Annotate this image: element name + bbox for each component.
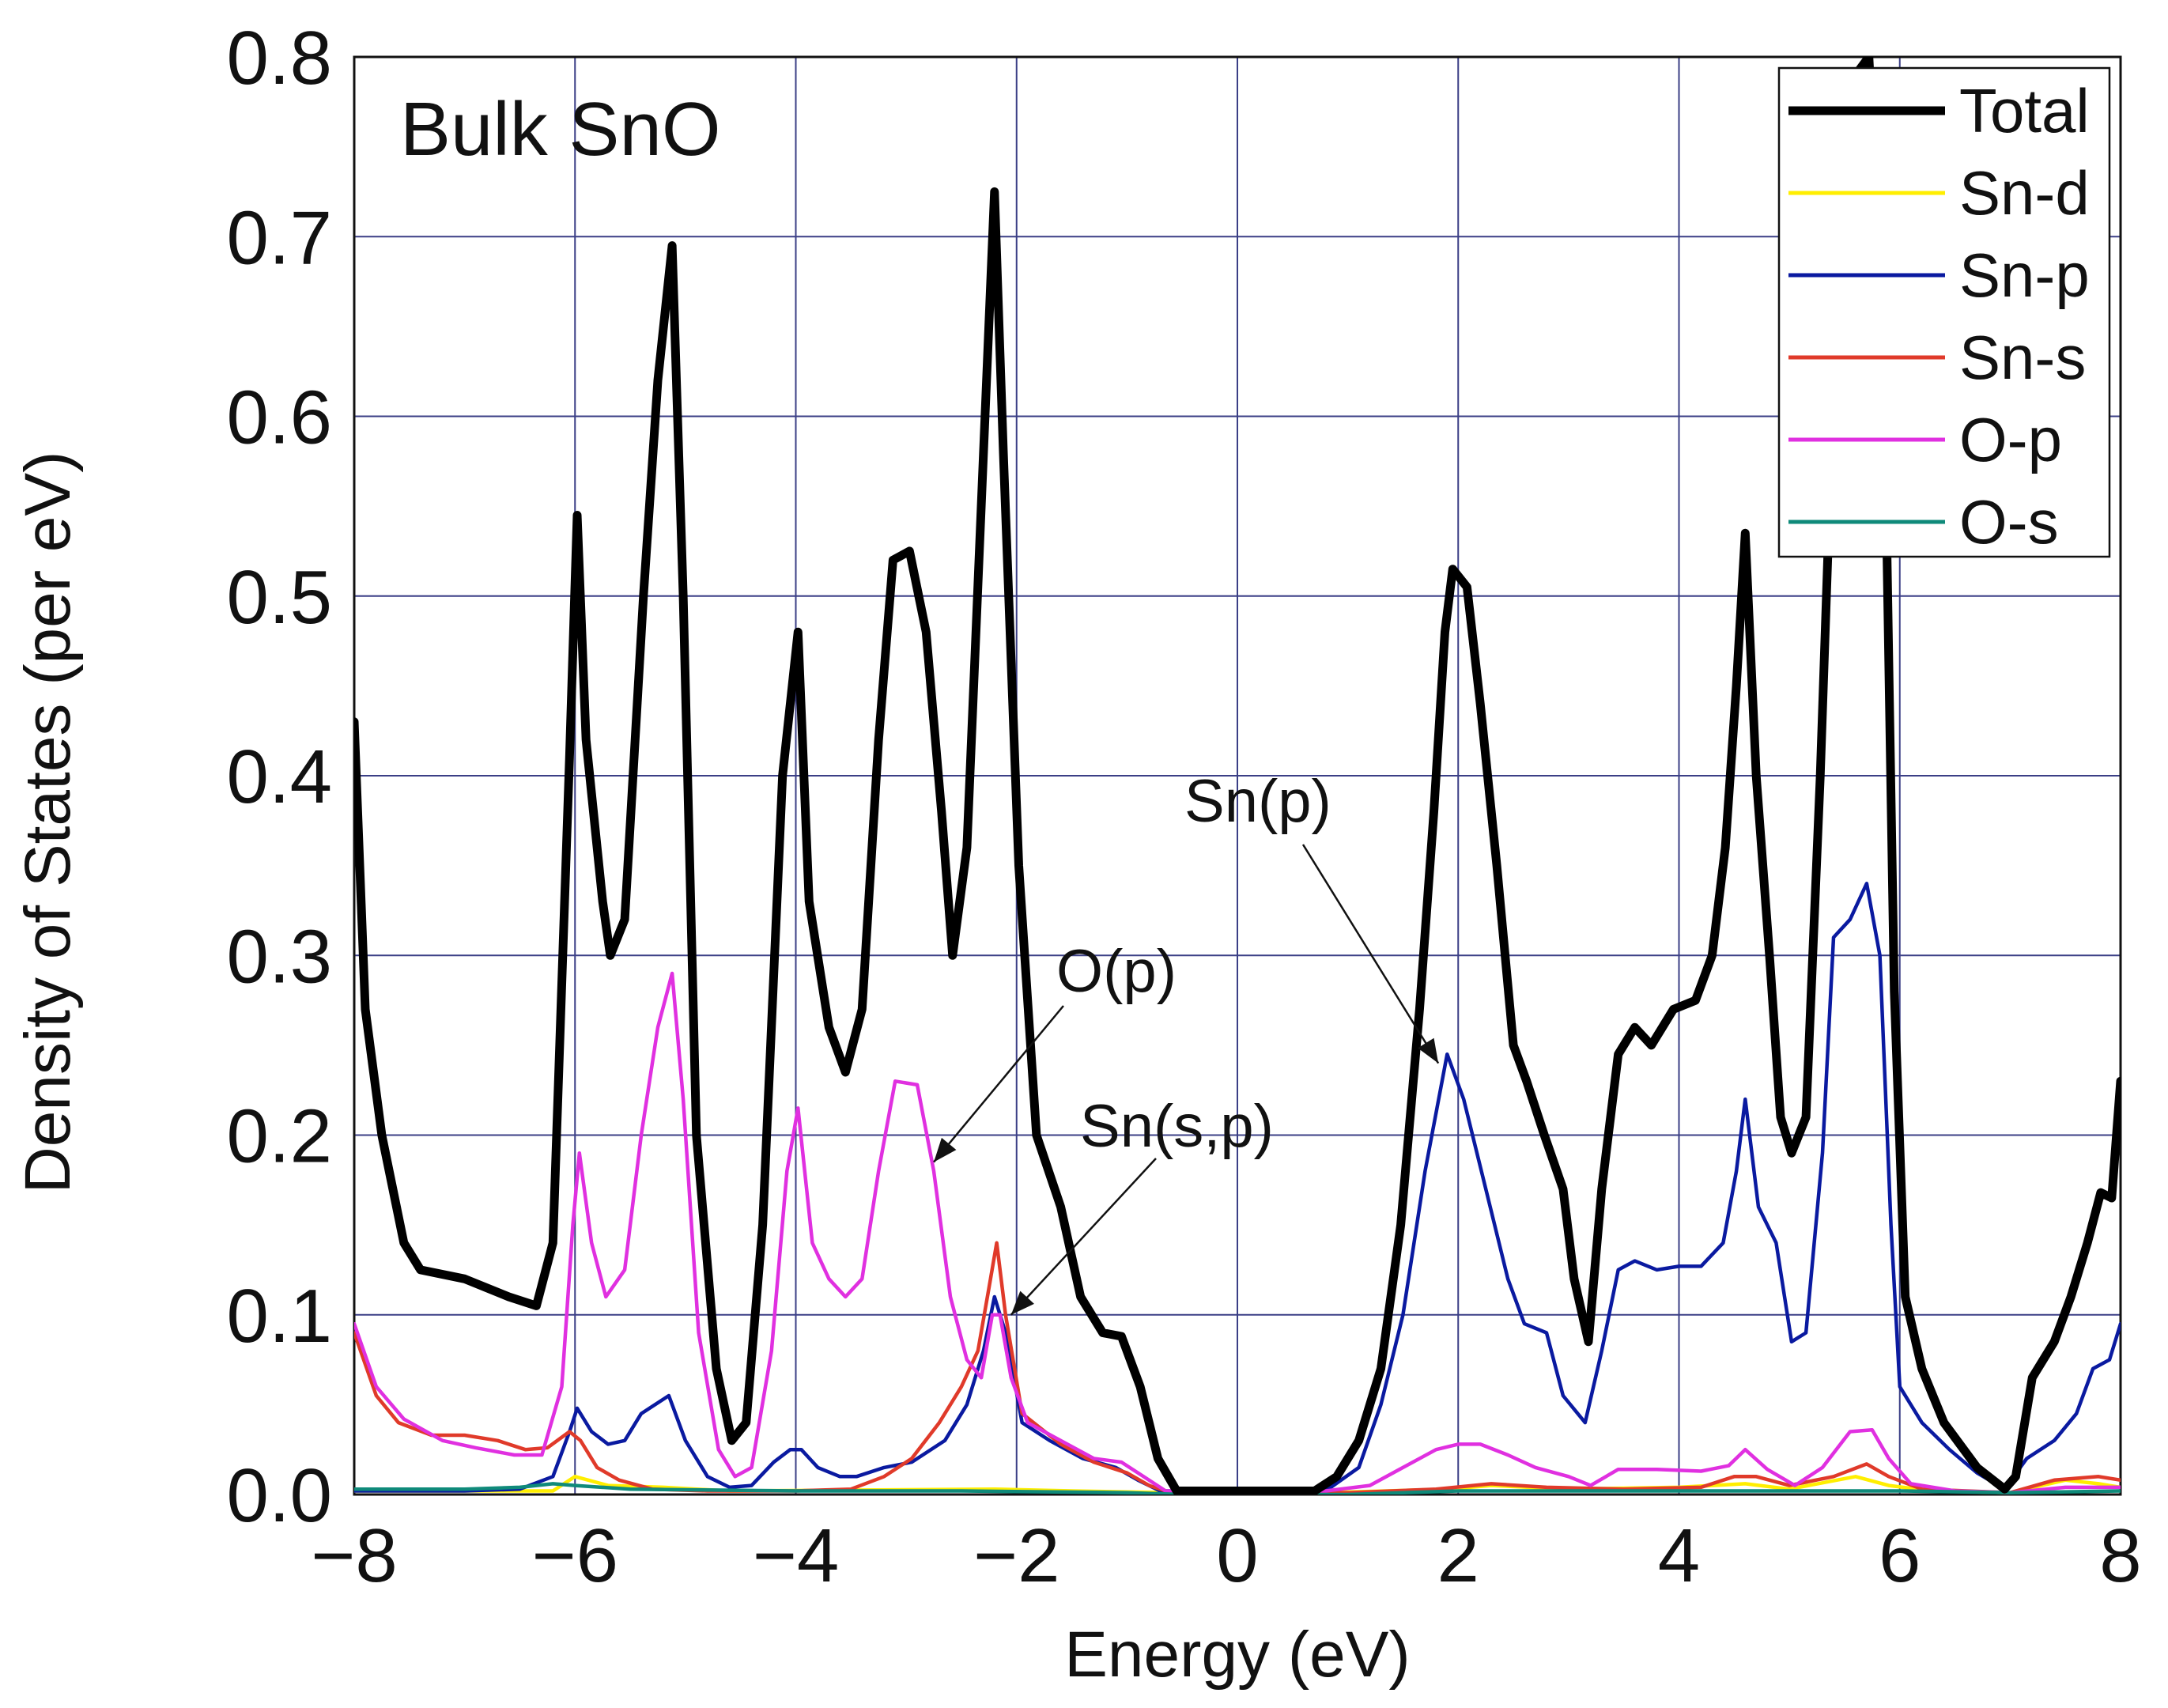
x-tick-label: 6 <box>1879 1513 1921 1598</box>
legend-label-sn-d: Sn-d <box>1959 158 2090 228</box>
series-line-o-p <box>354 971 2121 1494</box>
x-tick-label: 0 <box>1216 1513 1258 1598</box>
annotation-arrow-op <box>933 1005 1064 1163</box>
x-tick-label: −6 <box>532 1513 618 1598</box>
y-tick-label: 0.7 <box>227 195 332 280</box>
annotation-arrowhead-1 <box>1010 1290 1034 1315</box>
annotation-sn-p-label: Sn(p) <box>1184 768 1331 835</box>
series-line-o-s <box>354 1482 2121 1494</box>
legend-label-o-s: O-s <box>1959 487 2059 557</box>
y-tick-label: 0.2 <box>227 1094 332 1179</box>
x-tick-label: 4 <box>1658 1513 1700 1598</box>
legend-label-sn-s: Sn-s <box>1959 323 2086 392</box>
x-tick-label: −8 <box>311 1513 397 1598</box>
legend-label-o-p: O-p <box>1959 405 2062 474</box>
y-tick-label: 0.3 <box>227 914 332 999</box>
legend: Total Sn-d Sn-p Sn-s O-p O-s <box>1777 66 2111 558</box>
annotation-sn-sp-label: Sn(s,p) <box>1080 1093 1274 1160</box>
annotation-arrow-sn-sp <box>1010 1158 1157 1316</box>
y-tick-label: 0.5 <box>227 555 332 640</box>
legend-label-sn-p: Sn-p <box>1959 240 2090 310</box>
y-tick-labels: 0.0 0.1 0.2 0.3 0.4 0.5 0.6 0.7 0.8 <box>227 16 332 1538</box>
y-tick-label: 0.4 <box>227 735 332 819</box>
annotation-arrow-sn-p <box>1301 844 1440 1064</box>
x-tick-label: 8 <box>2099 1513 2141 1598</box>
y-tick-label: 0.1 <box>227 1274 332 1358</box>
legend-label-total: Total <box>1959 76 2090 145</box>
legend-box <box>1777 66 2111 558</box>
series-line-sn-s <box>354 1241 2121 1494</box>
y-tick-label: 0.8 <box>227 16 332 100</box>
x-tick-label: −4 <box>753 1513 839 1598</box>
y-axis-label: Density of States (per eV) <box>12 452 84 1194</box>
series-line-sn-p <box>354 882 2121 1493</box>
annotation-layer: O(p) Sn(s,p) Sn(p) <box>933 768 1440 1316</box>
annotation-op-label: O(p) <box>1056 938 1177 1005</box>
x-axis-label: Energy (eV) <box>1064 1619 1411 1691</box>
panel-title: Bulk SnO <box>400 87 721 172</box>
x-tick-labels: −8 −6 −4 −2 0 2 4 6 8 <box>311 1513 2141 1598</box>
annotation-arrowhead-2 <box>1418 1037 1439 1064</box>
y-tick-label: 0.0 <box>227 1453 332 1538</box>
y-tick-label: 0.6 <box>227 376 332 460</box>
annotation-arrowhead-0 <box>934 1137 957 1162</box>
x-tick-label: −2 <box>973 1513 1059 1598</box>
x-tick-label: 2 <box>1437 1513 1479 1598</box>
